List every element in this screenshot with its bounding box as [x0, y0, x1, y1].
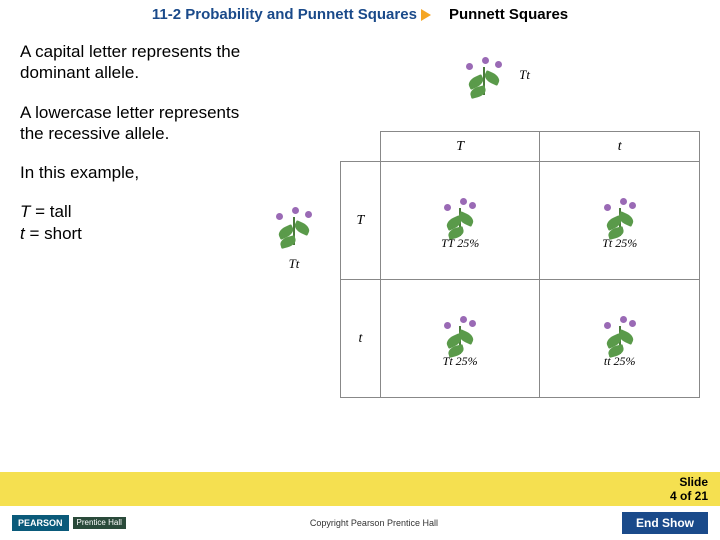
parent-plant-top: Tt: [460, 49, 508, 104]
section-title: 11-2 Probability and Punnett Squares: [152, 6, 431, 23]
slide-number: 4 of 21: [670, 489, 708, 503]
punnett-cell: Tt 25%: [540, 162, 700, 280]
punnett-diagram: Tt Tt T t T TT 25%: [270, 41, 700, 421]
copyright-text: Copyright Pearson Prentice Hall: [126, 518, 622, 528]
punnett-cell: Tt 25%: [380, 280, 540, 398]
plant-icon: [438, 190, 482, 234]
cell-genotype: Tt 25%: [602, 236, 637, 251]
paragraph: T = tallt = short: [20, 201, 260, 244]
body-text: A capital letter represents the dominant…: [20, 41, 260, 421]
paragraph: A lowercase letter represents the recess…: [20, 102, 260, 145]
col-header: t: [540, 132, 700, 162]
punnett-cell: tt 25%: [540, 280, 700, 398]
plant-icon: [598, 308, 642, 352]
slide-footer: Slide 4 of 21 PEARSON Prentice Hall Copy…: [0, 472, 720, 540]
plant-icon: [598, 190, 642, 234]
col-header: T: [380, 132, 540, 162]
page-title: Punnett Squares: [449, 6, 568, 23]
row-header: T: [341, 162, 381, 280]
pearson-logo: PEARSON: [12, 515, 69, 531]
slide-header: 11-2 Probability and Punnett Squares Pun…: [0, 0, 720, 27]
paragraph: In this example,: [20, 162, 260, 183]
punnett-grid: T t T TT 25% Tt 25%: [340, 131, 700, 398]
genotype-label: Tt: [270, 256, 318, 272]
cell-genotype: TT 25%: [441, 236, 479, 251]
publisher-logo: PEARSON Prentice Hall: [12, 515, 126, 531]
cell-genotype: Tt 25%: [443, 354, 478, 369]
genotype-label: Tt: [519, 67, 530, 83]
punnett-cell: TT 25%: [380, 162, 540, 280]
plant-icon: [438, 308, 482, 352]
paragraph: A capital letter represents the dominant…: [20, 41, 260, 84]
content-area: A capital letter represents the dominant…: [0, 27, 720, 421]
parent-plant-left: Tt: [270, 199, 318, 272]
plant-icon: [270, 199, 318, 249]
slide-label: Slide: [679, 475, 708, 489]
prentice-hall-logo: Prentice Hall: [73, 517, 126, 529]
arrow-icon: [421, 9, 431, 21]
bottom-row: PEARSON Prentice Hall Copyright Pearson …: [0, 506, 720, 540]
row-header: t: [341, 280, 381, 398]
grid-corner: [341, 132, 381, 162]
plant-icon: [460, 49, 508, 99]
slide-counter-bar: Slide 4 of 21: [0, 472, 720, 506]
end-show-button[interactable]: End Show: [622, 512, 708, 534]
